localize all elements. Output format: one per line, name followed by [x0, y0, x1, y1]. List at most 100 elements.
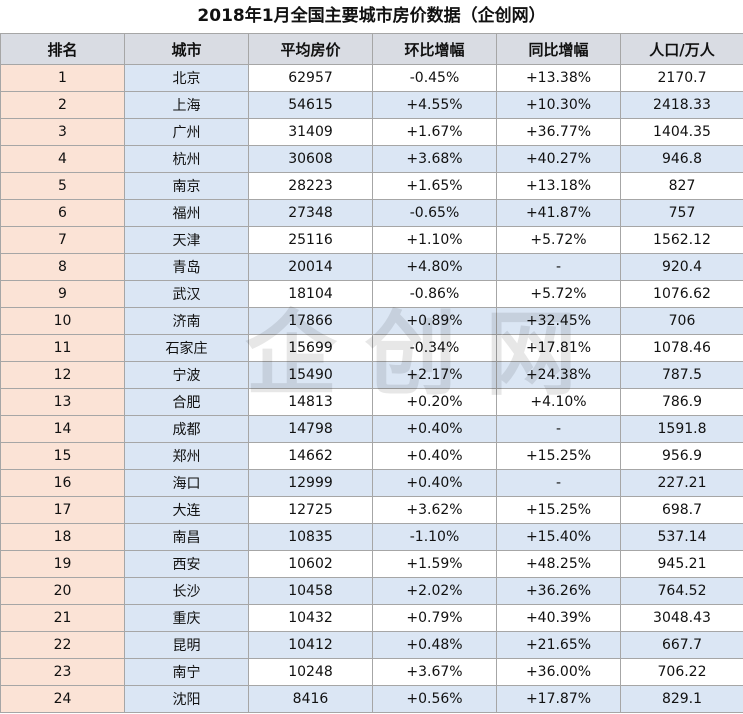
population-cell: 2418.33 — [620, 91, 743, 119]
avg-price-cell: 14662 — [248, 442, 373, 470]
mom-change-cell: -0.34% — [372, 334, 497, 362]
table-row: 5 南京 28223 +1.65% +13.18% 827 — [0, 172, 743, 200]
rank-cell: 14 — [0, 415, 125, 443]
rank-cell: 9 — [0, 280, 125, 308]
mom-change-cell: -0.65% — [372, 199, 497, 227]
column-header-city: 城市 — [124, 33, 249, 65]
population-cell: 787.5 — [620, 361, 743, 389]
rank-cell: 10 — [0, 307, 125, 335]
yoy-change-cell: - — [496, 469, 621, 497]
avg-price-cell: 10458 — [248, 577, 373, 605]
population-cell: 706 — [620, 307, 743, 335]
avg-price-cell: 10602 — [248, 550, 373, 578]
city-cell: 杭州 — [124, 145, 249, 173]
table-row: 16 海口 12999 +0.40% -227.21 — [0, 469, 743, 497]
city-cell: 沈阳 — [124, 685, 249, 713]
avg-price-cell: 12999 — [248, 469, 373, 497]
avg-price-cell: 27348 — [248, 199, 373, 227]
mom-change-cell: +3.68% — [372, 145, 497, 173]
yoy-change-cell: +15.25% — [496, 496, 621, 524]
population-cell: 827 — [620, 172, 743, 200]
mom-change-cell: +3.67% — [372, 658, 497, 686]
mom-change-cell: +1.10% — [372, 226, 497, 254]
rank-cell: 24 — [0, 685, 125, 713]
mom-change-cell: +1.67% — [372, 118, 497, 146]
yoy-change-cell: +13.38% — [496, 64, 621, 92]
mom-change-cell: +0.56% — [372, 685, 497, 713]
mom-change-cell: +1.59% — [372, 550, 497, 578]
table-row: 21 重庆 10432 +0.79% +40.39% 3048.43 — [0, 604, 743, 632]
city-cell: 西安 — [124, 550, 249, 578]
rank-cell: 20 — [0, 577, 125, 605]
rank-cell: 4 — [0, 145, 125, 173]
avg-price-cell: 14798 — [248, 415, 373, 443]
rank-cell: 8 — [0, 253, 125, 281]
table-row: 19 西安 10602 +1.59% +48.25% 945.21 — [0, 550, 743, 578]
avg-price-cell: 10248 — [248, 658, 373, 686]
yoy-change-cell: +41.87% — [496, 199, 621, 227]
city-cell: 重庆 — [124, 604, 249, 632]
avg-price-cell: 31409 — [248, 118, 373, 146]
avg-price-cell: 20014 — [248, 253, 373, 281]
rank-cell: 6 — [0, 199, 125, 227]
mom-change-cell: +2.02% — [372, 577, 497, 605]
population-cell: 946.8 — [620, 145, 743, 173]
city-cell: 南昌 — [124, 523, 249, 551]
population-cell: 706.22 — [620, 658, 743, 686]
city-cell: 青岛 — [124, 253, 249, 281]
yoy-change-cell: +13.18% — [496, 172, 621, 200]
population-cell: 3048.43 — [620, 604, 743, 632]
mom-change-cell: +0.40% — [372, 469, 497, 497]
rank-cell: 22 — [0, 631, 125, 659]
column-header-population: 人口/万人 — [620, 33, 743, 65]
table-row: 3 广州 31409 +1.67% +36.77% 1404.35 — [0, 118, 743, 146]
avg-price-cell: 62957 — [248, 64, 373, 92]
mom-change-cell: +2.17% — [372, 361, 497, 389]
yoy-change-cell: +36.26% — [496, 577, 621, 605]
yoy-change-cell: +15.25% — [496, 442, 621, 470]
yoy-change-cell: +17.87% — [496, 685, 621, 713]
city-cell: 海口 — [124, 469, 249, 497]
city-cell: 天津 — [124, 226, 249, 254]
avg-price-cell: 8416 — [248, 685, 373, 713]
column-header-rank: 排名 — [0, 33, 125, 65]
mom-change-cell: +0.40% — [372, 415, 497, 443]
table-row: 23 南宁 10248 +3.67% +36.00% 706.22 — [0, 658, 743, 686]
table-row: 8 青岛 20014 +4.80% -920.4 — [0, 253, 743, 281]
avg-price-cell: 10835 — [248, 523, 373, 551]
city-cell: 合肥 — [124, 388, 249, 416]
rank-cell: 2 — [0, 91, 125, 119]
population-cell: 667.7 — [620, 631, 743, 659]
population-cell: 1591.8 — [620, 415, 743, 443]
yoy-change-cell: - — [496, 253, 621, 281]
city-cell: 石家庄 — [124, 334, 249, 362]
population-cell: 764.52 — [620, 577, 743, 605]
population-cell: 1562.12 — [620, 226, 743, 254]
table-row: 1 北京 62957 -0.45% +13.38% 2170.7 — [0, 64, 743, 92]
page-title: 2018年1月全国主要城市房价数据（企创网） — [0, 0, 743, 33]
table-row: 12 宁波 15490 +2.17% +24.38% 787.5 — [0, 361, 743, 389]
avg-price-cell: 28223 — [248, 172, 373, 200]
rank-cell: 1 — [0, 64, 125, 92]
yoy-change-cell: +36.77% — [496, 118, 621, 146]
rank-cell: 18 — [0, 523, 125, 551]
population-cell: 956.9 — [620, 442, 743, 470]
avg-price-cell: 30608 — [248, 145, 373, 173]
avg-price-cell: 14813 — [248, 388, 373, 416]
table-body: 1 北京 62957 -0.45% +13.38% 2170.7 2 上海 54615 +4.55… — [0, 64, 743, 713]
table-row: 7 天津 25116 +1.10% +5.72% 1562.12 — [0, 226, 743, 254]
mom-change-cell: +3.62% — [372, 496, 497, 524]
population-cell: 829.1 — [620, 685, 743, 713]
yoy-change-cell: +17.81% — [496, 334, 621, 362]
yoy-change-cell: +48.25% — [496, 550, 621, 578]
avg-price-cell: 12725 — [248, 496, 373, 524]
population-cell: 786.9 — [620, 388, 743, 416]
column-header-mom-change: 环比增幅 — [372, 33, 497, 65]
population-cell: 698.7 — [620, 496, 743, 524]
population-cell: 1404.35 — [620, 118, 743, 146]
population-cell: 757 — [620, 199, 743, 227]
yoy-change-cell: - — [496, 415, 621, 443]
column-header-avg-price: 平均房价 — [248, 33, 373, 65]
yoy-change-cell: +40.27% — [496, 145, 621, 173]
avg-price-cell: 15699 — [248, 334, 373, 362]
